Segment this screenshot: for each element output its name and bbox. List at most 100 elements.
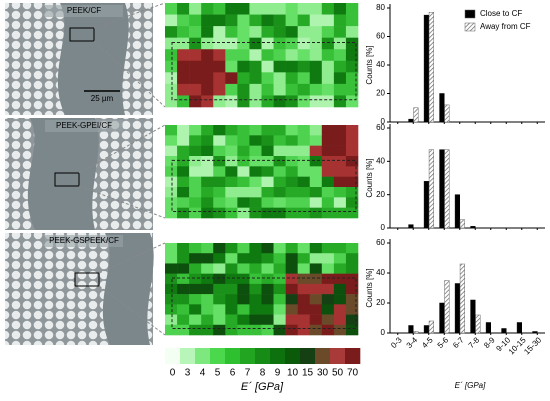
colorbar-tick-label: 6: [230, 368, 236, 379]
bar: [408, 224, 414, 229]
heatmap-cell: [345, 14, 359, 27]
heatmap-cell: [333, 324, 347, 336]
heatmap-cell: [177, 314, 190, 326]
heatmap-cell: [309, 49, 323, 62]
heatmap-cell: [273, 283, 286, 295]
heatmap-cell: [237, 324, 250, 336]
heatmap-cell: [309, 283, 323, 295]
heatmap-cell: [165, 283, 178, 295]
heatmap-cell: [165, 324, 178, 336]
micrograph-label: PEEK-GPEI/CF: [56, 121, 112, 130]
heatmap-cell: [309, 14, 323, 27]
heatmap-cell: [321, 72, 335, 85]
bar: [413, 107, 419, 123]
matrix-region: [102, 233, 154, 345]
heatmap-cell: [309, 145, 323, 157]
heatmap-cell: [321, 49, 335, 62]
heatmap-cell: [237, 156, 250, 167]
heatmap-cell: [249, 14, 262, 27]
heatmap-cell: [273, 253, 286, 264]
heatmap-cell: [345, 263, 359, 274]
heatmap-cell: [213, 314, 226, 326]
bar: [485, 322, 492, 334]
heatmap-cell: [213, 125, 226, 136]
heatmap-cell: [165, 273, 178, 285]
heatmap-cell: [189, 324, 202, 336]
heatmap-cell: [321, 263, 335, 274]
colorbar-label: E´ [GPa]: [241, 381, 284, 393]
heatmap-cell: [345, 166, 359, 177]
heatmap-cell: [249, 207, 262, 219]
heatmap-cell: [261, 14, 274, 27]
heatmap-cell: [261, 207, 274, 219]
heatmap-cell: [213, 49, 226, 62]
heatmap-cell: [201, 3, 214, 15]
heatmap-cell: [189, 243, 202, 254]
y-tick-label: 80: [376, 3, 385, 12]
heatmap-cell: [333, 14, 347, 27]
heatmap-cell: [165, 156, 178, 167]
heatmap-cell: [165, 187, 178, 198]
heatmap-cell: [177, 166, 190, 177]
heatmap-cell: [297, 324, 311, 336]
heatmap-cell: [309, 294, 323, 305]
heatmap-cell: [165, 314, 178, 326]
heatmap-cell: [237, 207, 250, 219]
heatmap-cell: [225, 324, 238, 336]
heatmap-cell: [249, 324, 262, 336]
heatmap-cell: [189, 304, 202, 315]
heatmap-cell: [237, 37, 250, 50]
heatmap-cell: [261, 60, 274, 73]
heatmap-cell: [225, 14, 238, 27]
heatmap-cell: [285, 156, 298, 167]
heatmap-cell: [321, 166, 335, 177]
heatmap-cell: [345, 156, 359, 167]
colorbar-tick-label: 10: [287, 368, 299, 379]
label-bg: [45, 235, 123, 247]
heatmap-cell: [249, 314, 262, 326]
heatmap-cell: [333, 49, 347, 62]
heatmap-cell: [225, 145, 238, 157]
colorbar-swatch: [210, 348, 226, 364]
heatmap-cell: [213, 176, 226, 188]
heatmap-cell: [237, 3, 250, 15]
heatmap-cell: [261, 197, 274, 208]
heatmap-cell: [201, 314, 214, 326]
heatmap-cell: [261, 72, 274, 85]
bar: [423, 181, 430, 229]
heatmap-cell: [189, 3, 202, 15]
heatmap-cell: [165, 197, 178, 208]
heatmap-cell: [225, 72, 238, 85]
heatmap-cell: [261, 243, 274, 254]
heatmap-cell: [273, 207, 286, 219]
heatmap-cell: [297, 156, 311, 167]
heatmap-cell: [225, 197, 238, 208]
heatmap-cell: [249, 253, 262, 264]
heatmap-cell: [201, 263, 214, 274]
y-tick-label: 20: [376, 190, 385, 199]
heatmap-cell: [321, 273, 335, 285]
heatmap-cell: [309, 83, 323, 96]
heatmap-cell: [189, 294, 202, 305]
heatmap-cell: [321, 294, 335, 305]
y-axis-label: Counts [%]: [365, 45, 374, 84]
heatmap-cell: [333, 72, 347, 85]
heatmap-cell: [213, 304, 226, 315]
heatmap-cell: [177, 60, 190, 73]
heatmap-cell: [333, 83, 347, 96]
heatmap-cell: [345, 125, 359, 136]
connector: [98, 242, 166, 274]
heatmap-cell: [285, 187, 298, 198]
heatmap-cell: [273, 263, 286, 274]
heatmap-cell: [189, 283, 202, 295]
bar: [423, 325, 430, 334]
heatmap-cell: [237, 197, 250, 208]
colorbar-swatch: [255, 348, 271, 364]
heatmap-cell: [225, 95, 238, 108]
heatmap-cell: [273, 3, 286, 15]
heatmap-cell: [309, 263, 323, 274]
heatmap-cell: [309, 187, 323, 198]
heatmap-cell: [297, 166, 311, 177]
bar: [408, 325, 414, 334]
